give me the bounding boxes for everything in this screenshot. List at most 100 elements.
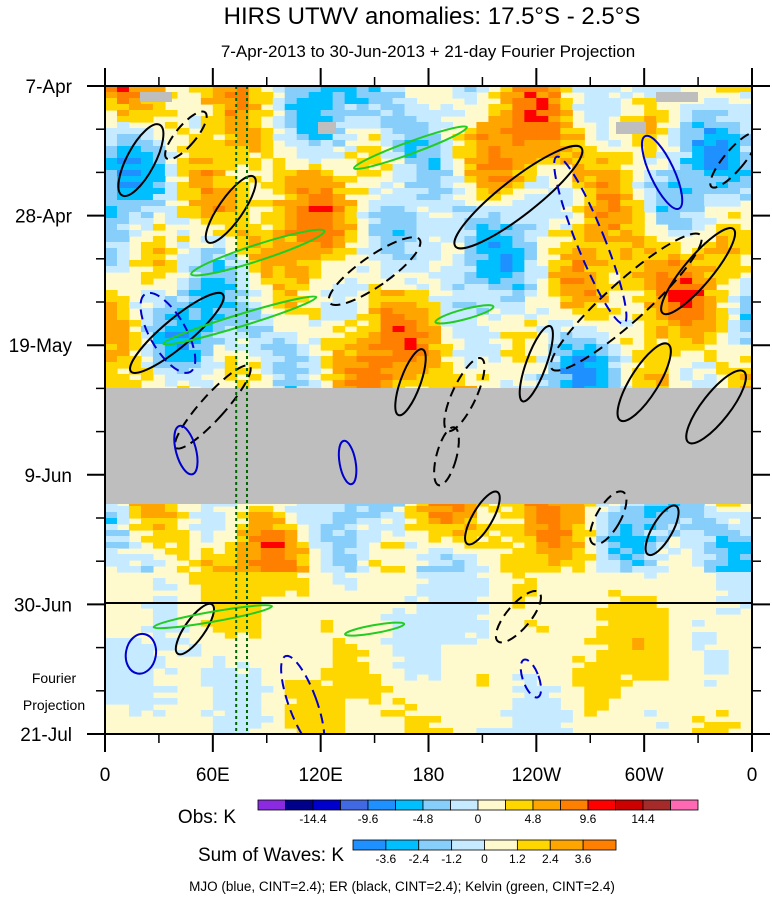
anomaly-cell [140,146,154,153]
anomaly-cell [680,194,693,201]
anomaly-cell [644,158,657,165]
mjo-contour [640,134,684,211]
anomaly-cell [105,302,118,309]
anomaly-cell [644,110,657,117]
anomaly-cell [536,542,549,549]
anomaly-cell [105,104,118,111]
anomaly-cell [680,152,693,159]
anomaly-cell [596,182,609,189]
anomaly-cell [692,332,705,339]
anomaly-cell [105,224,118,231]
anomaly-cell [248,608,262,615]
anomaly-cell [356,344,370,351]
anomaly-cell [572,260,585,267]
anomaly-cell [608,368,621,375]
anomaly-cell [404,674,418,681]
anomaly-cell [560,728,573,734]
anomaly-cell [212,518,226,525]
anomaly-cell [320,626,334,633]
anomaly-cell [560,260,573,267]
anomaly-cell [476,584,490,591]
anomaly-cell [105,230,118,237]
anomaly-cell [200,668,214,675]
anomaly-cell [152,266,166,273]
anomaly-cell [392,188,406,195]
anomaly-cell [392,218,406,225]
anomaly-cell [560,146,573,153]
anomaly-cell [284,194,298,201]
anomaly-cell [296,590,310,597]
anomaly-cell [524,722,537,729]
anomaly-cell [692,716,705,723]
anomaly-cell [548,506,561,513]
anomaly-cell [332,128,346,135]
anomaly-cell [308,182,322,189]
anomaly-cell [260,146,274,153]
anomaly-cell [740,314,752,321]
anomaly-cell [632,212,645,219]
anomaly-cell [164,602,178,609]
anomaly-cell [704,662,717,669]
anomaly-cell [404,170,418,177]
anomaly-cell [296,146,310,153]
anomaly-cell [704,332,717,339]
anomaly-cell [248,506,262,513]
anomaly-cell [105,536,118,543]
anomaly-cell [644,308,657,315]
anomaly-cell [716,572,729,579]
anomaly-cell [200,314,214,321]
anomaly-cell [272,296,286,303]
anomaly-cell [380,512,394,519]
anomaly-cell [116,356,130,363]
anomaly-cell [140,158,154,165]
anomaly-cell [296,140,310,147]
anomaly-cell [224,602,238,609]
anomaly-cell [404,236,418,243]
anomaly-cell [536,200,549,207]
anomaly-cell [320,170,334,177]
anomaly-cell [224,272,238,279]
anomaly-cell [668,248,681,255]
anomaly-cell [272,116,286,123]
anomaly-cell [656,278,669,285]
anomaly-cell [428,650,442,657]
anomaly-cell [548,128,561,135]
anomaly-cell [260,536,274,543]
anomaly-cell [464,320,478,327]
anomaly-cell [524,284,537,291]
anomaly-cell [632,140,645,147]
anomaly-cell [584,260,597,267]
anomaly-cell [236,272,250,279]
anomaly-cell [680,290,693,297]
anomaly-cell [140,314,154,321]
anomaly-cell [152,356,166,363]
anomaly-cell [524,128,537,135]
anomaly-cell [248,698,262,705]
anomaly-cell [716,662,729,669]
anomaly-cell [452,620,466,627]
anomaly-cell [116,98,130,105]
anomaly-cell [416,524,430,531]
anomaly-cell [656,332,669,339]
anomaly-cell [332,326,346,333]
anomaly-cell [212,140,226,147]
anomaly-cell [356,554,370,561]
anomaly-cell [332,692,346,699]
anomaly-cell [596,374,609,381]
anomaly-cell [464,158,478,165]
anomaly-cell [572,230,585,237]
anomaly-cell [452,530,466,537]
anomaly-cell [152,272,166,279]
anomaly-cell [524,692,537,699]
anomaly-cell [140,656,154,663]
anomaly-cell [608,674,621,681]
anomaly-cell [572,140,585,147]
anomaly-cell [380,524,394,531]
anomaly-cell [308,206,322,213]
anomaly-cell [632,668,645,675]
anomaly-cell [572,674,585,681]
anomaly-cell [692,224,705,231]
anomaly-cell [728,530,741,537]
anomaly-cell [344,200,358,207]
anomaly-cell [320,728,334,734]
